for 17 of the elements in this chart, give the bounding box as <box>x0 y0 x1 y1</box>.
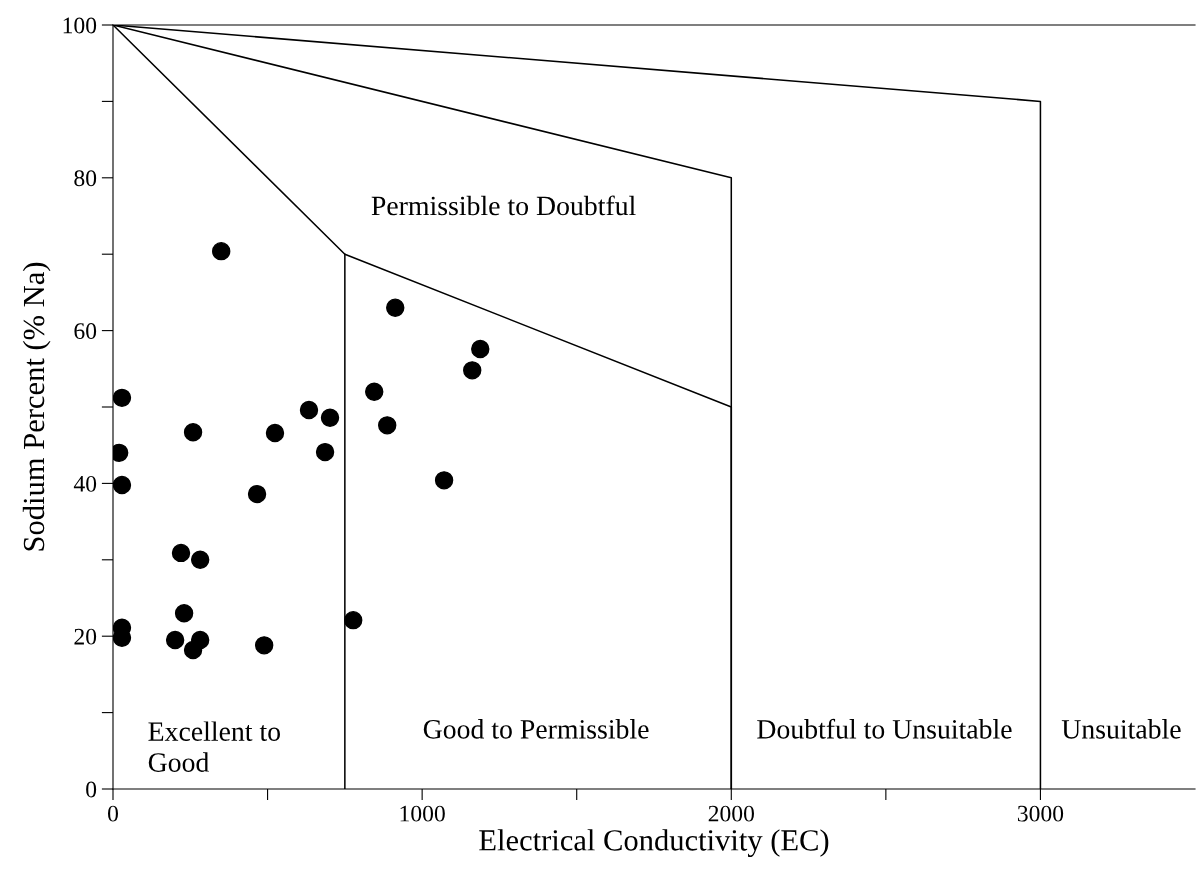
y-tick-label: 40 <box>73 475 97 492</box>
annotation: Excellent to Good <box>148 721 280 772</box>
y-tick-label: 20 <box>74 628 97 645</box>
y-tick-label: 100 <box>63 17 97 34</box>
x-tick-label: 0 <box>108 805 118 822</box>
y-tick-label: 80 <box>74 170 97 187</box>
y-axis-title: Sodium Percent (% Na) <box>22 262 51 551</box>
annotation: Good to Permissible <box>423 719 649 739</box>
x-tick-label: 1000 <box>400 805 445 822</box>
y-tick-label: 0 <box>86 781 97 798</box>
x-tick-label: 3000 <box>1017 805 1064 822</box>
annotation: Doubtful to Unsuitable <box>757 718 1012 739</box>
x-axis-title: Electrical Conductivity (EC) <box>479 829 829 857</box>
x-tick-label: 2000 <box>708 805 754 822</box>
annotation: Permissible to Doubtful <box>371 195 636 216</box>
y-tick-label: 60 <box>74 323 97 340</box>
annotation: Unsuitable <box>1061 719 1181 739</box>
